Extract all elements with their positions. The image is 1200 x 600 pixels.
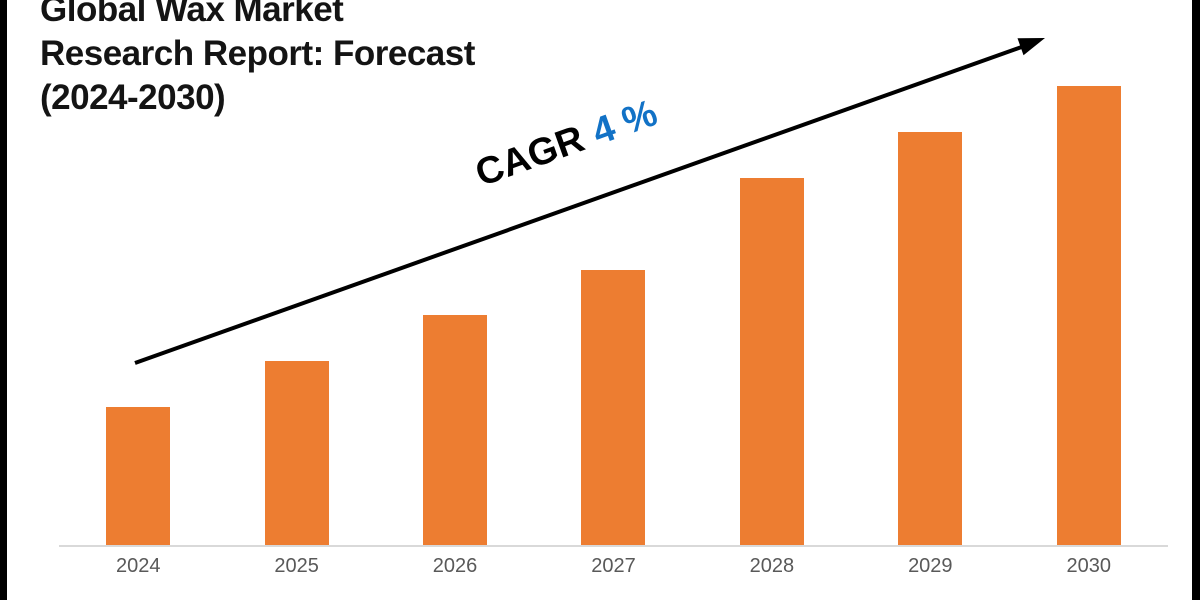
bar-column bbox=[217, 361, 375, 545]
x-axis-labels: 2024 2025 2026 2027 2028 2029 2030 bbox=[59, 555, 1168, 578]
bar-column bbox=[693, 178, 851, 545]
bar-column bbox=[1010, 86, 1168, 545]
x-tick-label-2025: 2025 bbox=[274, 555, 319, 577]
x-tick-label-2028: 2028 bbox=[749, 555, 795, 577]
left-border bbox=[0, 0, 7, 600]
plot-area bbox=[59, 0, 1168, 547]
bar-2024 bbox=[106, 407, 171, 545]
x-tick-label-2030: 2030 bbox=[1066, 555, 1111, 577]
x-tick-label-2024: 2024 bbox=[115, 555, 161, 577]
bar-column bbox=[534, 270, 692, 545]
bar-2026 bbox=[423, 315, 488, 545]
x-tick-label-2027: 2027 bbox=[591, 555, 636, 577]
bar-2025 bbox=[264, 361, 329, 545]
x-tick-label-2026: 2026 bbox=[432, 555, 478, 577]
x-tick-label-2029: 2029 bbox=[908, 555, 953, 577]
bar-2027 bbox=[581, 270, 646, 545]
bar-column bbox=[59, 407, 217, 545]
bar-column bbox=[376, 315, 534, 545]
bar-2029 bbox=[898, 132, 963, 545]
right-border bbox=[1192, 0, 1200, 600]
bar-column bbox=[851, 132, 1009, 545]
bar-2030 bbox=[1056, 86, 1121, 545]
bar-2028 bbox=[739, 178, 804, 545]
